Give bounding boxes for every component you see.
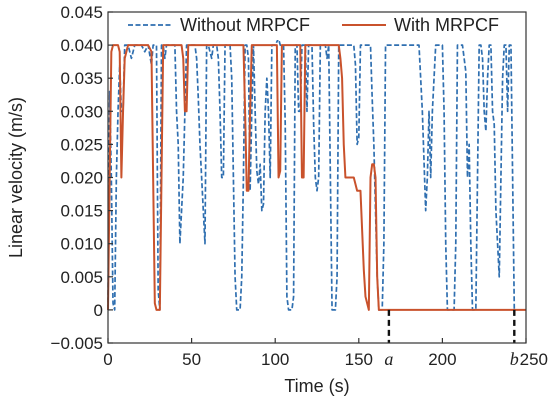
- y-tick-label: −0.005: [51, 334, 103, 353]
- x-tick-label: 150: [345, 350, 373, 369]
- y-tick-label: 0.005: [60, 268, 103, 287]
- x-tick-label: 100: [261, 350, 289, 369]
- y-tick-label: 0.040: [60, 36, 103, 55]
- tick-layer: 0.045 0.040 0.035 0.030 0.025 0.020 0.015 0.010…: [51, 3, 548, 369]
- legend-background: [140, 14, 523, 40]
- x-tick-label: 250: [520, 350, 548, 369]
- x-tick-label: 0: [103, 350, 112, 369]
- y-axis-label: Linear velocity (m/s): [6, 97, 26, 258]
- y-tick-label: 0.015: [60, 202, 103, 221]
- y-tick-label: 0.010: [60, 235, 103, 254]
- y-tick-label: 0.020: [60, 169, 103, 188]
- series-line-with-mrpcf: [107, 44, 526, 311]
- legend-label-with-mrpcf: With MRPCF: [394, 15, 499, 35]
- y-tick-label: 0.030: [60, 102, 103, 121]
- legend: Without MRPCF With MRPCF: [128, 14, 523, 40]
- x-tick-label: 200: [428, 350, 456, 369]
- marker-layer: [387, 309, 516, 343]
- y-tick-label: 0: [94, 301, 103, 320]
- y-tick-label: 0.035: [60, 69, 103, 88]
- plot-frame: [107, 11, 527, 344]
- marker-label-a: a: [384, 349, 393, 369]
- x-tick-label: 50: [182, 350, 201, 369]
- y-tick-label: 0.045: [60, 3, 103, 22]
- x-axis-label: Time (s): [284, 376, 349, 396]
- y-tick-label: 0.025: [60, 135, 103, 154]
- series-layer: [107, 37, 526, 311]
- legend-label-without-mrpcf: Without MRPCF: [180, 15, 310, 35]
- series-line-without-mrpcf: [107, 37, 516, 311]
- marker-label-b: b: [510, 349, 519, 369]
